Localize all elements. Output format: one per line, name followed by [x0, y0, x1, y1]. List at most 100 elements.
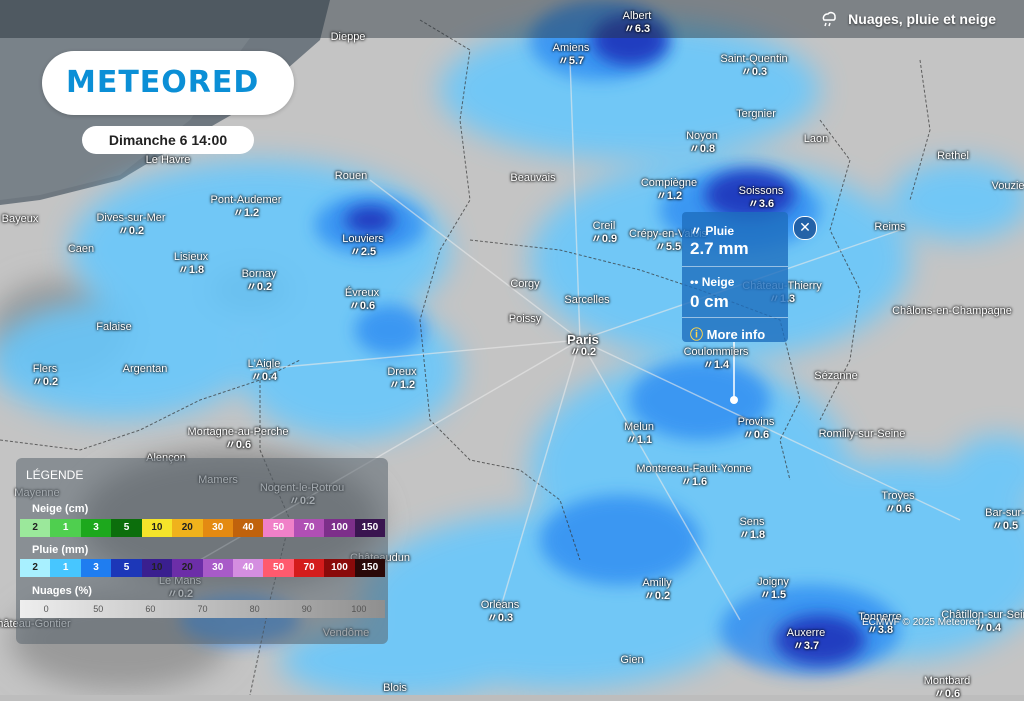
rain-label: Pluie [705, 224, 735, 238]
rain-amount: 〃5.5 [654, 241, 682, 253]
city-label[interactable]: Évreux 〃0.6 [345, 287, 379, 313]
legend-step: 60 [145, 604, 156, 614]
credit-text: ECMWF © 2025 Meteored [862, 617, 980, 628]
legend-step: 5 [111, 559, 142, 577]
city-label[interactable]: Flers 〃0.2 [32, 363, 58, 389]
legend-step: 50 [93, 604, 104, 614]
city-name: Argentan [122, 363, 168, 375]
city-label[interactable]: Amiens 〃5.7 [553, 42, 590, 68]
city-label[interactable]: Falaise [96, 321, 131, 334]
city-label[interactable]: Coulommiers 〃1.4 [684, 346, 749, 372]
city-label[interactable]: Bornay 〃0.2 [242, 268, 277, 294]
city-name: Compiègne [640, 177, 698, 189]
city-label[interactable]: Amilly 〃0.2 [642, 577, 671, 603]
city-label[interactable]: Auxerre 〃3.7 [787, 627, 826, 653]
city-name: Melun [624, 421, 654, 433]
city-label[interactable]: Châtillon-sur-Seine〃0.4 [941, 609, 1024, 635]
city-label[interactable]: Blois [383, 682, 407, 695]
city-name: Rouen [334, 170, 368, 182]
legend-step: 20 [172, 519, 203, 537]
location-pin-icon [730, 396, 738, 404]
city-name: Coulommiers [683, 346, 749, 358]
city-label[interactable]: Noyon 〃0.8 [686, 130, 718, 156]
city-name: Reims [874, 221, 906, 233]
city-label[interactable]: Montereau-Fault-Yonne 〃1.6 [636, 463, 751, 489]
rain-amount: 〃0.4 [974, 622, 1002, 634]
point-info-popup[interactable]: 〃 Pluie 2.7 mm •• Neige 0 cm ⓘ More info [682, 212, 788, 342]
city-label[interactable]: L'Aigle 〃0.4 [248, 358, 281, 384]
city-label[interactable]: Reims [874, 221, 905, 234]
city-label[interactable]: Bayeux [2, 213, 39, 226]
rain-scale: 2 1 3 5 10 20 30 40 50 70 100 150 [20, 559, 386, 577]
logo-text: METEORED [66, 65, 260, 100]
city-label[interactable]: Argentan [123, 363, 168, 376]
city-label[interactable]: Bar-sur- 〃0.5 [985, 507, 1024, 533]
city-name: Provins [737, 416, 775, 428]
legend-step: 20 [172, 559, 203, 577]
city-label[interactable]: Mortagne-au-Perche 〃0.6 [188, 426, 289, 452]
city-label[interactable]: Le Havre [146, 154, 191, 167]
forecast-datetime[interactable]: Dimanche 6 14:00 [82, 126, 254, 154]
city-label[interactable]: Tergnier [736, 108, 776, 121]
legend-step: 50 [263, 559, 294, 577]
city-label[interactable]: Soissons 〃3.6 [739, 185, 784, 211]
city-name: Blois [383, 682, 407, 694]
city-name: Le Havre [145, 154, 191, 166]
city-label[interactable]: Sens 〃1.8 [739, 516, 765, 542]
city-label[interactable]: Romilly-sur-Seine [819, 428, 906, 441]
city-label[interactable]: Dives-sur-Mer 〃0.2 [96, 212, 165, 238]
layer-title[interactable]: Nuages, pluie et neige [848, 11, 996, 27]
rain-amount: 〃1.2 [655, 190, 683, 202]
rain-amount: 〃0.2 [31, 376, 59, 388]
city-label[interactable]: Compiègne 〃1.2 [641, 177, 697, 203]
city-label[interactable]: Provins 〃0.6 [738, 416, 775, 442]
city-label[interactable]: Montbard 〃0.6 [924, 675, 970, 701]
city-label[interactable]: Laon [804, 133, 828, 146]
city-label[interactable]: Albert 〃6.3 [623, 10, 652, 36]
city-label[interactable]: Gien [620, 654, 643, 667]
legend-step: 150 [354, 519, 386, 537]
city-name: Caen [67, 243, 95, 255]
rain-amount: 〃1.4 [702, 359, 730, 371]
rain-amount: 〃0.3 [740, 66, 768, 78]
legend-step: 30 [202, 559, 233, 577]
city-label[interactable]: Poissy [509, 313, 541, 326]
city-label[interactable]: Pont-Audemer 〃1.2 [211, 194, 282, 220]
city-name: Orléans [480, 599, 520, 611]
city-label[interactable]: Paris 〃0.2 [567, 333, 599, 359]
city-label[interactable]: Lisieux 〃1.8 [174, 251, 208, 277]
city-label[interactable]: Joigny 〃1.5 [757, 576, 789, 602]
city-name: Beauvais [510, 172, 556, 184]
city-label[interactable]: Louviers 〃2.5 [342, 233, 384, 259]
city-name: Tonnerre [858, 611, 902, 623]
city-label[interactable]: Sézanne [814, 370, 857, 383]
legend-step: 1 [50, 519, 81, 537]
city-label[interactable]: Châlons-en-Champagne [892, 305, 1012, 318]
legend-step: 3 [80, 559, 112, 577]
city-name: Bayeux [1, 213, 39, 225]
more-info-link[interactable]: ⓘ More info [690, 327, 766, 342]
city-label[interactable]: Vouzie [991, 180, 1024, 193]
city-label[interactable]: Caen [68, 243, 94, 256]
close-popup-button[interactable]: ✕ [793, 216, 817, 240]
city-label[interactable]: Dieppe [331, 31, 366, 44]
rain-amount: 〃0.2 [569, 346, 597, 358]
meteored-logo[interactable]: METEORED [42, 51, 294, 115]
legend-step: 0 [43, 604, 49, 614]
city-label[interactable]: Orléans 〃0.3 [481, 599, 520, 625]
city-label[interactable]: Rethel [937, 150, 969, 163]
city-label[interactable]: Rouen [335, 170, 367, 183]
city-label[interactable]: Corgy [510, 278, 539, 291]
city-label[interactable]: Saint-Quentin 〃0.3 [720, 53, 787, 79]
city-label[interactable]: Troyes 〃0.6 [881, 490, 914, 516]
city-label[interactable]: Beauvais [510, 172, 555, 185]
city-label[interactable]: Tonnerre 〃3.8 [858, 611, 901, 637]
rain-amount: 〃0.2 [117, 225, 145, 237]
city-label[interactable]: Sarcelles [564, 294, 609, 307]
city-name: Bar-sur- [985, 507, 1024, 519]
city-label[interactable]: Dreux 〃1.2 [387, 366, 416, 392]
rain-amount: 〃0.5 [991, 520, 1019, 532]
city-label[interactable]: Creil 〃0.9 [591, 220, 617, 246]
city-label[interactable]: Melun 〃1.1 [624, 421, 654, 447]
rain-amount: 〃0.6 [348, 300, 376, 312]
